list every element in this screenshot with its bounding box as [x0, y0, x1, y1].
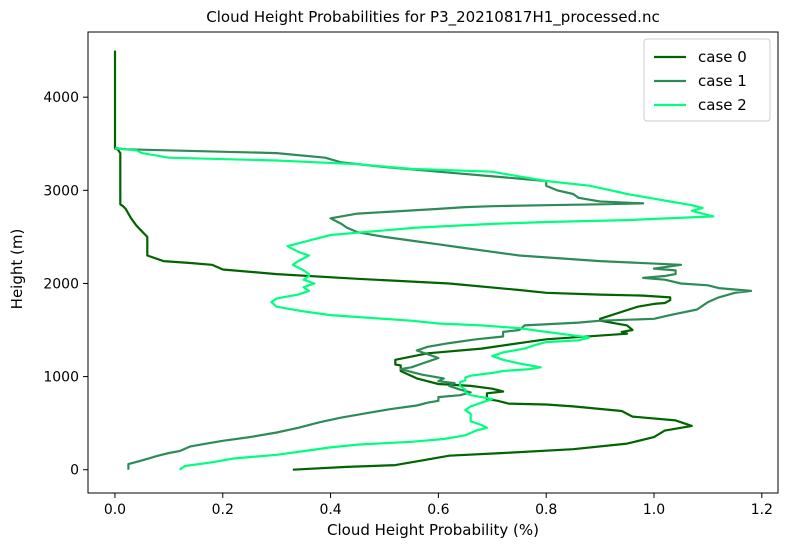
x-axis-ticks: 0.0 0.2 0.4 0.6 0.8 1.0 1.2	[104, 493, 773, 518]
legend-label: case 0	[698, 48, 747, 66]
legend-label: case 2	[698, 96, 747, 114]
x-tick-label: 0.8	[535, 502, 557, 518]
x-axis-label: Cloud Height Probability (%)	[327, 521, 539, 539]
legend-label: case 1	[698, 72, 747, 90]
y-tick-label: 3000	[43, 183, 79, 199]
x-tick-label: 0.6	[427, 502, 449, 518]
x-tick-label: 1.2	[751, 502, 773, 518]
y-tick-label: 2000	[43, 276, 79, 292]
series-line-1	[114, 146, 753, 470]
legend-box	[643, 38, 771, 122]
y-axis-label: Height (m)	[8, 229, 26, 310]
chart-title: Cloud Height Probabilities for P3_202108…	[206, 8, 659, 27]
x-tick-label: 1.0	[643, 502, 665, 518]
x-tick-label: 0.4	[319, 502, 341, 518]
x-tick-label: 0.2	[212, 502, 234, 518]
y-axis-ticks: 0 1000 2000 3000 4000	[43, 90, 88, 479]
legend: case 0 case 1 case 2	[643, 38, 771, 122]
series-line-2	[114, 147, 715, 471]
series-line-0	[113, 50, 693, 471]
y-tick-label: 0	[70, 463, 79, 479]
plot-lines	[113, 50, 753, 471]
plot-frame	[87, 31, 779, 494]
x-tick-label: 0.0	[104, 502, 126, 518]
y-tick-label: 4000	[43, 90, 79, 106]
y-tick-label: 1000	[43, 370, 79, 386]
